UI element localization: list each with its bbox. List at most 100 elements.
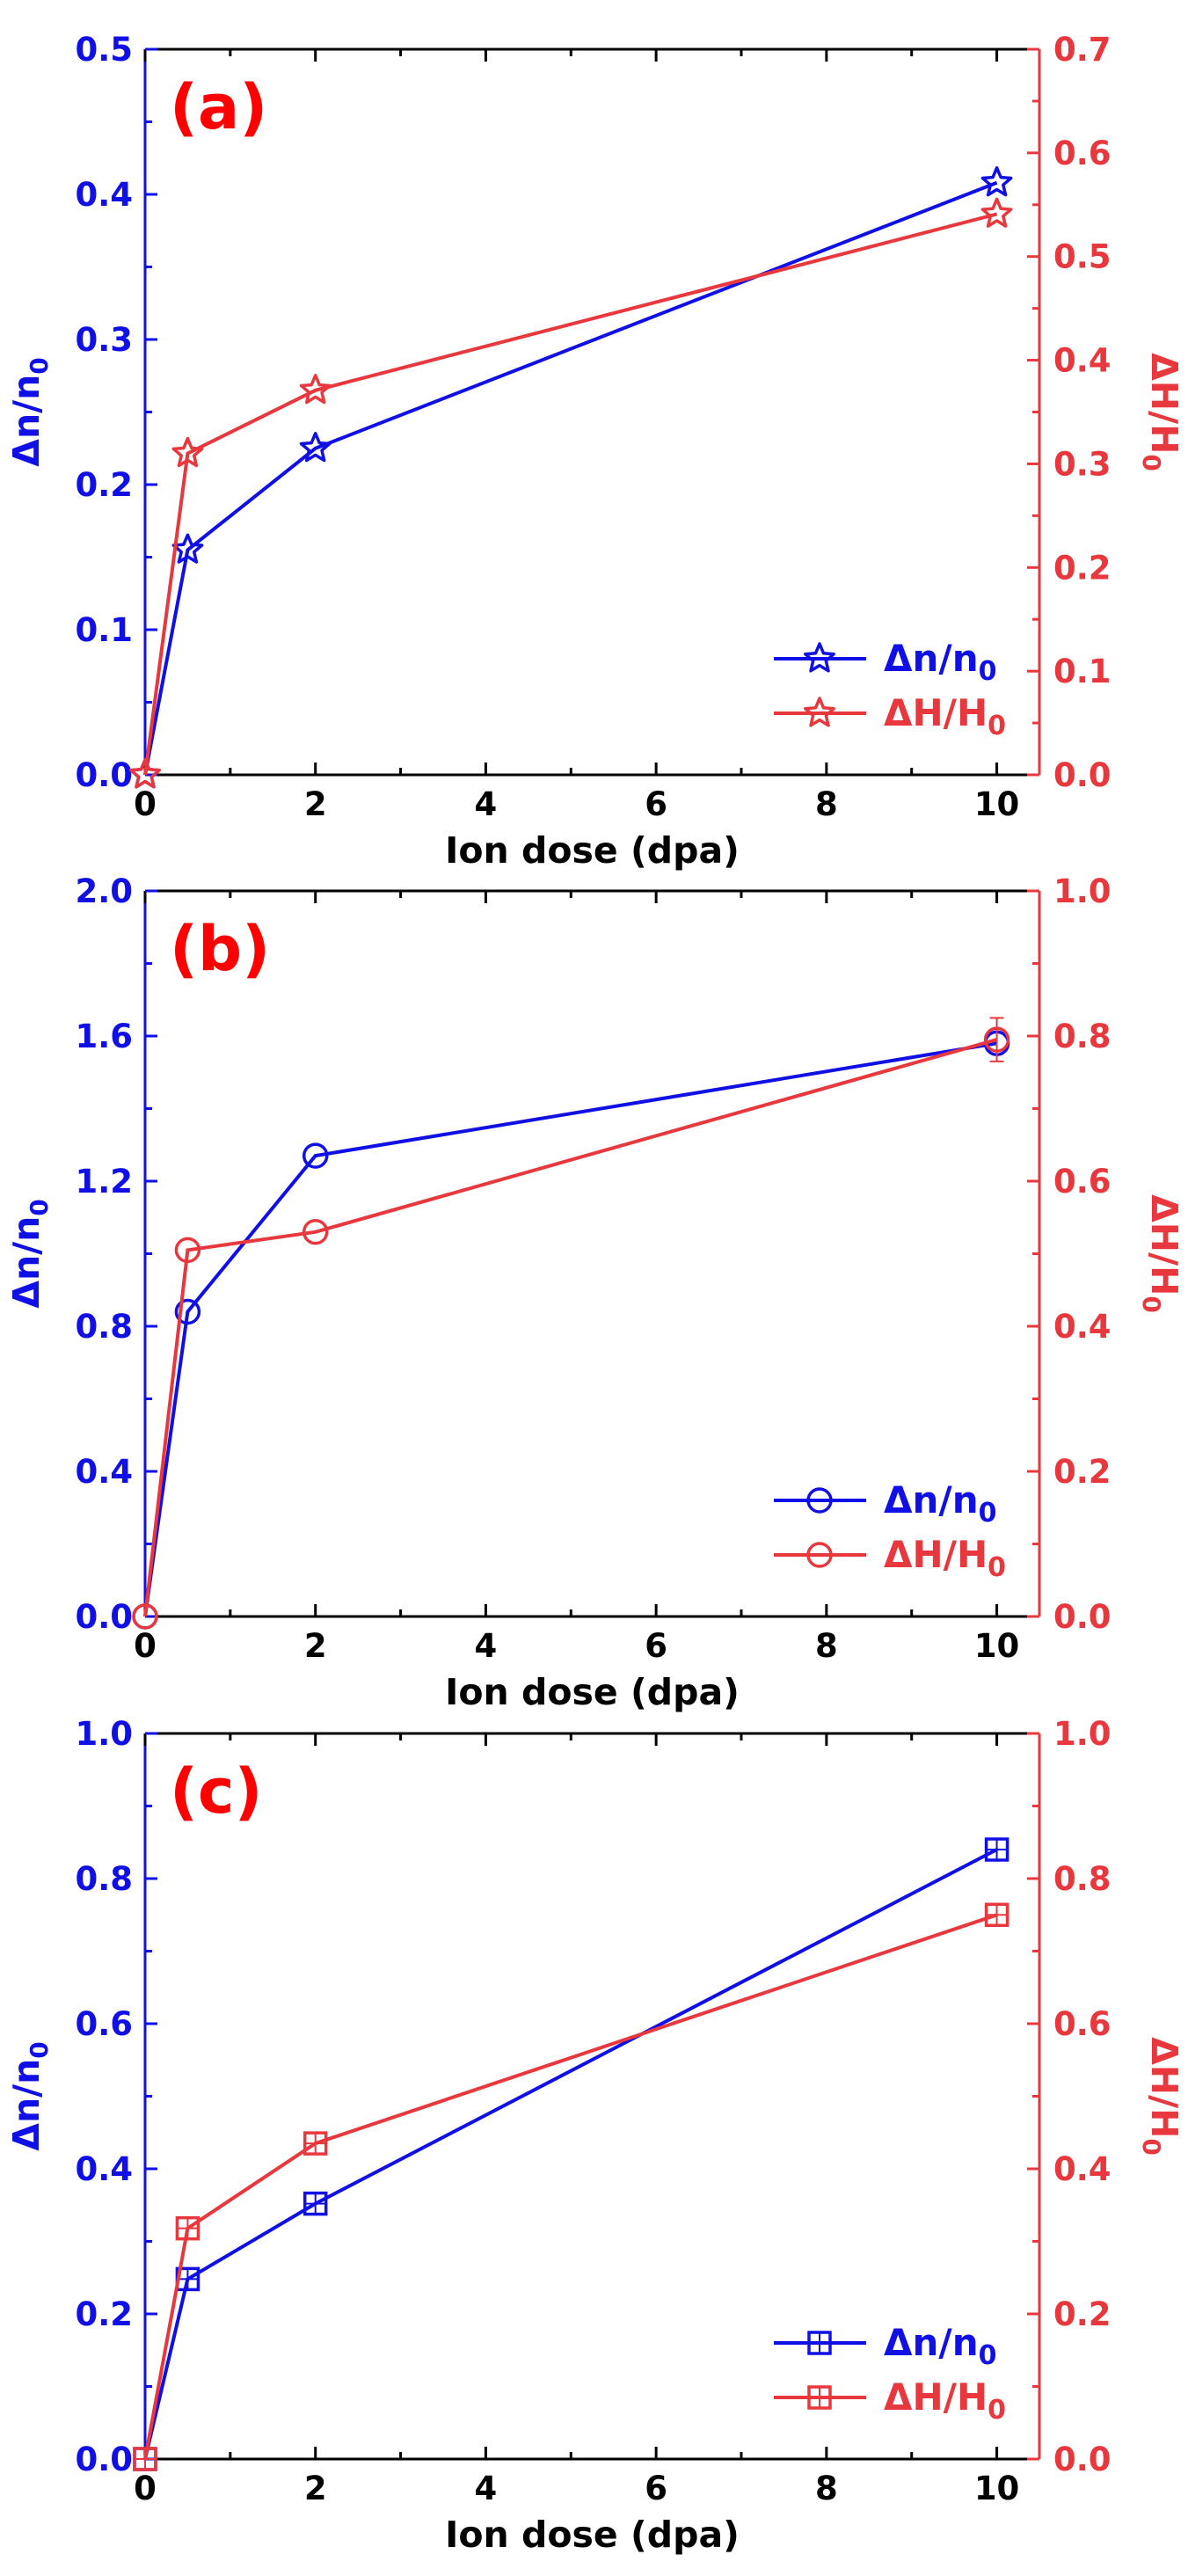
right-tick-label: 0.2 — [1053, 2295, 1111, 2333]
left-tick-label: 1.6 — [75, 1018, 133, 1055]
left-tick-label: 1.0 — [75, 1715, 133, 1753]
right-tick-label: 0.0 — [1053, 2441, 1111, 2478]
left-tick-label: 0.0 — [75, 756, 133, 794]
legend-entry-dn-n0: Δn/n0 — [774, 1478, 997, 1529]
panel-label: (a) — [170, 71, 267, 143]
legend-label: ΔH/H0 — [884, 1533, 1006, 1583]
axis-title-subscript: 0 — [988, 1552, 1006, 1583]
x-tick-label: 0 — [134, 1627, 157, 1665]
right-axis-title: ΔH/H0 — [1137, 2037, 1185, 2156]
axis-title-main: Δn/n — [5, 375, 47, 467]
data-point — [980, 197, 1013, 228]
right-tick-label: 0.5 — [1053, 238, 1111, 276]
x-axis-title: Ion dose (dpa) — [445, 2514, 740, 2556]
legend-marker — [804, 642, 835, 673]
data-point — [174, 1298, 201, 1325]
series-line — [143, 1038, 998, 1617]
legend-label: ΔH/H0 — [884, 691, 1006, 741]
x-tick-label: 4 — [475, 2470, 498, 2507]
axis-title-subscript: 0 — [979, 2340, 997, 2371]
right-tick-label: 0.7 — [1053, 31, 1111, 69]
axis-title-main: ΔH/H — [1143, 2037, 1185, 2138]
left-tick-label: 2.0 — [75, 872, 133, 910]
series-dn-n0 — [129, 166, 1013, 789]
left-tick-label: 0.4 — [75, 1453, 133, 1491]
right-tick-label: 0.4 — [1053, 1308, 1111, 1346]
right-tick-label: 0.6 — [1053, 1163, 1111, 1200]
axis-title-main: Δn/n — [5, 1216, 47, 1309]
right-tick-label: 0.3 — [1053, 445, 1111, 483]
data-point — [302, 2131, 328, 2156]
right-axis-title: ΔH/H0 — [1137, 353, 1185, 471]
legend-label: ΔH/H0 — [884, 2375, 1006, 2426]
legend-label: Δn/n0 — [884, 1478, 997, 1529]
panel-label: (b) — [170, 913, 270, 985]
axis-title-main: Δn/n — [884, 1478, 979, 1522]
series-line — [143, 1848, 998, 2460]
left-axis-title: Δn/n0 — [5, 357, 54, 467]
x-tick-label: 0 — [134, 785, 157, 823]
legend-entry-dn-n0: Δn/n0 — [774, 637, 997, 687]
series-line — [143, 1913, 998, 2460]
series-dh-h0 — [132, 1017, 1010, 1630]
right-tick-label: 0.6 — [1053, 135, 1111, 172]
data-point — [132, 1603, 158, 1630]
data-point — [299, 374, 332, 405]
right-tick-label: 0.0 — [1053, 1598, 1111, 1636]
series-dh-h0 — [129, 197, 1013, 789]
axis-title-subscript: 0 — [979, 1498, 997, 1529]
x-tick-label: 8 — [815, 785, 838, 823]
data-point — [302, 1219, 329, 1245]
axis-title-main: ΔH/H — [884, 691, 988, 734]
x-tick-label: 10 — [974, 1627, 1020, 1665]
axis-title-subscript: 0 — [1137, 1295, 1166, 1312]
series-line — [143, 1041, 997, 1617]
data-point — [133, 2447, 157, 2471]
axis-title-subscript: 0 — [988, 2395, 1006, 2426]
right-tick-label: 1.0 — [1053, 1715, 1111, 1753]
x-tick-label: 4 — [475, 1627, 498, 1665]
x-axis-title: Ion dose (dpa) — [445, 829, 740, 872]
left-tick-label: 0.3 — [75, 321, 133, 359]
x-tick-label: 2 — [304, 2470, 327, 2507]
right-axis-title: ΔH/H0 — [1137, 1194, 1185, 1313]
right-tick-label: 0.2 — [1053, 549, 1111, 587]
data-point — [983, 1026, 1010, 1053]
legend-label: Δn/n0 — [884, 637, 997, 687]
right-tick-label: 0.4 — [1053, 2150, 1111, 2188]
chart-panel-b: 0 2 4 6 8 10 0.0 0.4 0.8 1.2 1.6 2.0 0.0 0.2 0.4 0.6 0.8… — [5, 872, 1185, 1713]
legend-entry-dn-n0: Δn/n0 — [774, 2321, 997, 2371]
panel-label: (c) — [170, 1755, 262, 1828]
right-tick-label: 0.0 — [1053, 756, 1111, 794]
x-tick-label: 8 — [815, 1627, 838, 1665]
series-line — [143, 180, 998, 776]
chart-panel-c: 0 2 4 6 8 10 0.0 0.2 0.4 0.6 0.8 1.0 0.0 0.2 0.4 0.6 0.8… — [5, 1715, 1185, 2556]
axis-title-subscript: 0 — [988, 711, 1006, 741]
left-tick-label: 0.2 — [75, 2295, 133, 2333]
data-point — [302, 2191, 328, 2216]
axis-title-main: ΔH/H — [1143, 1194, 1185, 1295]
x-tick-label: 2 — [304, 1627, 327, 1665]
left-axis-title: Δn/n0 — [5, 1199, 54, 1309]
left-tick-label: 0.8 — [75, 1308, 133, 1346]
left-tick-label: 1.2 — [75, 1163, 133, 1200]
data-point — [984, 1837, 1009, 1862]
axis-title-subscript: 0 — [1137, 2138, 1166, 2155]
x-tick-label: 0 — [134, 2470, 157, 2507]
legend-entry-dh-h0: ΔH/H0 — [774, 691, 1006, 741]
legend-entry-dh-h0: ΔH/H0 — [774, 2375, 1006, 2426]
data-point — [129, 758, 161, 789]
left-axis-title: Δn/n0 — [5, 2041, 54, 2151]
x-tick-label: 6 — [645, 2470, 667, 2507]
axis-title-subscript: 0 — [979, 656, 997, 687]
legend-marker — [804, 697, 835, 727]
axis-title-subscript: 0 — [25, 357, 54, 374]
right-tick-label: 1.0 — [1053, 872, 1111, 910]
left-tick-label: 0.4 — [75, 2150, 133, 2188]
series-line — [143, 212, 998, 776]
left-tick-label: 0.4 — [75, 176, 133, 214]
x-tick-label: 6 — [645, 1627, 667, 1665]
axis-title-main: ΔH/H — [884, 1533, 988, 1576]
axis-title-subscript: 0 — [25, 1199, 54, 1215]
